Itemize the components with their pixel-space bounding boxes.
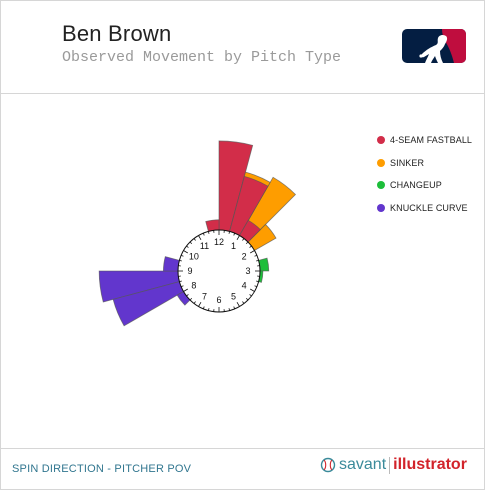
minor-tick	[202, 306, 205, 310]
hour-tick	[198, 301, 202, 307]
minor-tick	[254, 285, 258, 288]
baseball-icon	[320, 457, 336, 473]
savant-illustrator-brand[interactable]: savant illustrator	[320, 456, 467, 474]
minor-tick	[180, 254, 184, 257]
legend-swatch-knuckle-curve	[377, 204, 385, 213]
minor-tick	[180, 285, 184, 288]
minor-tick	[193, 301, 196, 304]
legend-item-knuckle-curve: KNUCKLE CURVE	[377, 197, 472, 220]
clock-label-2: 2	[242, 252, 247, 262]
hour-tick	[236, 301, 240, 307]
footer-label: SPIN DIRECTION - PITCHER POV	[12, 463, 192, 475]
minor-tick	[245, 241, 249, 245]
minor-tick	[228, 231, 230, 234]
hour-tick	[183, 250, 189, 254]
minor-tick	[245, 297, 249, 301]
minor-tick	[208, 231, 210, 234]
minor-tick	[242, 301, 245, 304]
minor-tick	[189, 297, 193, 301]
legend-swatch-changeup	[377, 181, 385, 190]
minor-tick	[186, 294, 189, 297]
legend-label-sinker: SINKER	[390, 157, 425, 168]
player-name: Ben Brown	[62, 21, 172, 46]
minor-tick	[254, 254, 258, 257]
legend-label-four-seam: 4-SEAM FASTBALL	[390, 135, 473, 146]
clock-label-11: 11	[200, 241, 209, 251]
minor-tick	[189, 241, 193, 245]
minor-tick	[233, 232, 236, 236]
legend-label-changeup: CHANGEUP	[390, 180, 442, 191]
header-divider	[1, 93, 484, 94]
clock-label-10: 10	[189, 252, 199, 262]
minor-tick	[256, 280, 259, 282]
clock-label-5: 5	[231, 291, 236, 301]
legend-label-knuckle-curve: KNUCKLE CURVE	[390, 203, 468, 214]
minor-tick	[179, 280, 182, 282]
footer-divider	[1, 448, 484, 449]
brand-savant-text: savant	[339, 456, 387, 473]
minor-tick	[249, 294, 252, 297]
legend-swatch-sinker	[377, 158, 385, 167]
clock-label-9: 9	[187, 266, 192, 276]
legend-item-changeup: CHANGEUP	[377, 174, 472, 197]
hour-tick	[236, 235, 240, 241]
minor-tick	[179, 260, 182, 262]
clock-label-7: 7	[202, 291, 207, 301]
minor-tick	[228, 308, 230, 311]
clock-label-1: 1	[231, 241, 236, 251]
minor-tick	[202, 232, 205, 236]
wedge-knuckle-curve	[162, 256, 180, 272]
chart-legend: 4-SEAM FASTBALL SINKER CHANGEUP KNUCKLE …	[377, 129, 472, 219]
mlb-logo-icon	[402, 29, 466, 63]
legend-item-four-seam: 4-SEAM FASTBALL	[377, 129, 472, 152]
brand-separator	[389, 456, 391, 474]
chart-subtitle: Observed Movement by Pitch Type	[62, 49, 342, 66]
minor-tick	[242, 238, 245, 241]
hour-tick	[198, 235, 202, 241]
clock-label-8: 8	[191, 281, 196, 291]
clock-label-3: 3	[245, 266, 250, 276]
hour-tick	[249, 288, 255, 292]
legend-swatch-four-seam	[377, 136, 385, 145]
minor-tick	[208, 308, 210, 311]
legend-item-sinker: SINKER	[377, 152, 472, 175]
clock-label-4: 4	[242, 281, 247, 291]
minor-tick	[256, 260, 259, 262]
minor-tick	[233, 306, 236, 310]
minor-tick	[193, 238, 196, 241]
clock-label-12: 12	[214, 237, 224, 247]
minor-tick	[186, 245, 189, 248]
minor-tick	[249, 245, 252, 248]
hour-tick	[249, 250, 255, 254]
hour-tick	[183, 288, 189, 292]
brand-illustrator-text: illustrator	[393, 456, 467, 473]
clock-label-6: 6	[216, 295, 221, 305]
